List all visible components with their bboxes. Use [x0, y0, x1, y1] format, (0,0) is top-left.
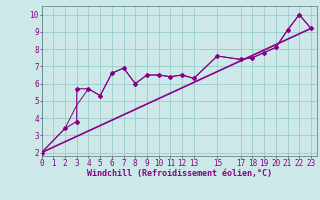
X-axis label: Windchill (Refroidissement éolien,°C): Windchill (Refroidissement éolien,°C) [87, 169, 272, 178]
